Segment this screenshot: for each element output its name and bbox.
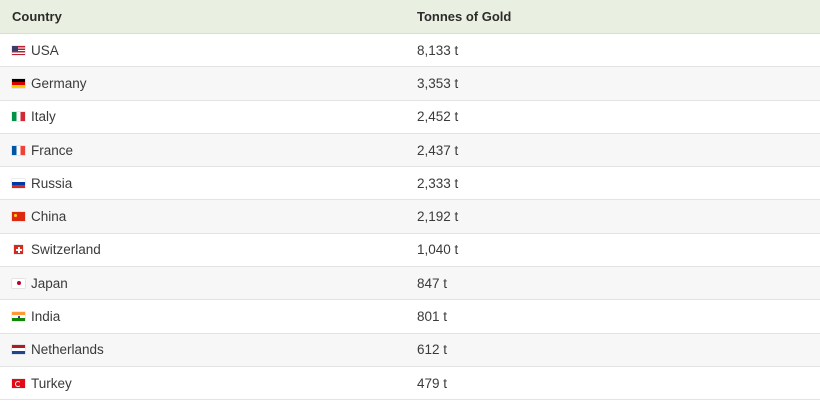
country-name: Switzerland — [31, 242, 101, 258]
country-name: China — [31, 209, 67, 225]
table-row: Netherlands 612 t — [0, 333, 820, 367]
country-cell: Turkey — [0, 376, 406, 391]
tonnes-cell: 801 t — [417, 309, 448, 325]
turkey-flag-icon — [12, 378, 25, 388]
tonnes-cell: 612 t — [417, 342, 448, 358]
tonnes-cell: 847 t — [417, 275, 448, 291]
tonnes-column-header[interactable]: Tonnes of Gold — [417, 9, 512, 24]
table-body: USA 8,133 t Germany 3,353 t Italy 2,452 … — [0, 34, 820, 401]
table-row: Italy 2,452 t — [0, 100, 820, 134]
country-name: France — [31, 142, 74, 158]
country-name: Japan — [31, 275, 68, 291]
table-row: France 2,437 t — [0, 133, 820, 168]
table-header: Country Tonnes of Gold — [0, 0, 820, 34]
country-cell: Japan — [0, 276, 406, 291]
country-cell: Netherlands — [0, 342, 406, 357]
italy-flag-icon — [12, 112, 25, 122]
china-flag-icon — [12, 212, 25, 222]
tonnes-cell: 3,353 t — [417, 75, 459, 91]
tonnes-cell: 1,040 t — [417, 242, 459, 258]
country-cell: Russia — [0, 176, 406, 191]
country-name: Italy — [31, 109, 56, 125]
tonnes-cell: 2,437 t — [417, 142, 459, 158]
country-cell: France — [0, 143, 406, 158]
france-flag-icon — [12, 145, 25, 155]
tonnes-cell: 479 t — [417, 375, 448, 391]
country-name: Germany — [31, 75, 87, 91]
country-name: Netherlands — [31, 342, 104, 358]
table-row: China 2,192 t — [0, 200, 820, 234]
table-row: Japan 847 t — [0, 267, 820, 301]
country-name: Russia — [31, 175, 73, 191]
table-row: USA 8,133 t — [0, 34, 820, 68]
country-cell: USA — [0, 43, 406, 58]
table-row: Germany 3,353 t — [0, 67, 820, 101]
country-column-header[interactable]: Country — [12, 9, 62, 24]
japan-flag-icon — [12, 278, 25, 288]
table-row: Russia 2,333 t — [0, 167, 820, 201]
country-cell: India — [0, 309, 406, 324]
netherlands-flag-icon — [12, 345, 25, 355]
table-row: Switzerland 1,040 t — [0, 233, 820, 268]
country-name: Turkey — [31, 375, 72, 391]
tonnes-cell: 8,133 t — [417, 42, 459, 58]
country-cell: China — [0, 209, 406, 224]
country-cell: Germany — [0, 76, 406, 91]
table-row: India 801 t — [0, 300, 820, 334]
india-flag-icon — [12, 312, 25, 322]
tonnes-cell: 2,333 t — [417, 175, 459, 191]
tonnes-cell: 2,192 t — [417, 209, 459, 225]
table-row: Turkey 479 t — [0, 366, 820, 401]
country-name: India — [31, 309, 61, 325]
germany-flag-icon — [12, 78, 25, 88]
country-name: USA — [31, 42, 59, 58]
usa-flag-icon — [12, 45, 25, 55]
country-cell: Switzerland — [0, 242, 406, 257]
country-cell: Italy — [0, 109, 406, 124]
switzerland-flag-icon — [14, 245, 23, 255]
russia-flag-icon — [12, 178, 25, 188]
tonnes-cell: 2,452 t — [417, 109, 459, 125]
